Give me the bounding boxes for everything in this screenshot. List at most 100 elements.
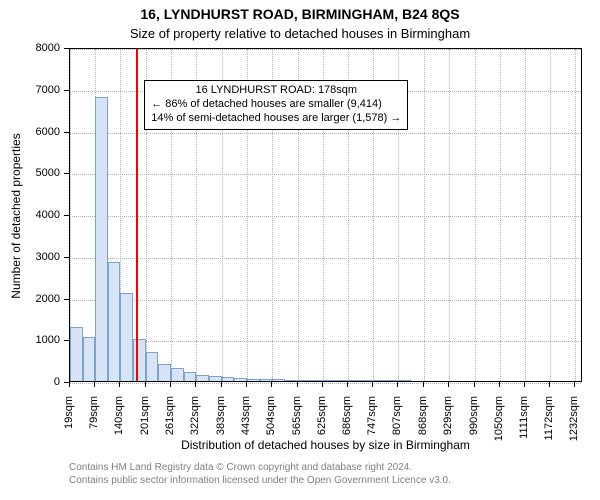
histogram-bar <box>373 380 386 381</box>
histogram-bar <box>272 379 285 381</box>
y-tick-mark <box>64 215 69 216</box>
x-tick-mark <box>372 382 373 387</box>
y-tick-mark <box>64 132 69 133</box>
histogram-bar <box>196 375 209 381</box>
x-tick-label: 625sqm <box>316 396 328 446</box>
x-tick-label: 565sqm <box>291 396 303 446</box>
x-tick-label: 79sqm <box>88 396 100 446</box>
gridline-vertical <box>449 49 450 381</box>
histogram-bar <box>95 97 108 381</box>
x-tick-label: 747sqm <box>366 396 378 446</box>
histogram-bar <box>335 380 348 381</box>
y-tick-label: 1000 <box>0 334 60 346</box>
x-tick-label: 383sqm <box>215 396 227 446</box>
y-tick-mark <box>64 257 69 258</box>
x-tick-mark <box>271 382 272 387</box>
x-tick-label: 868sqm <box>417 396 429 446</box>
x-tick-mark <box>347 382 348 387</box>
histogram-bar <box>120 293 133 381</box>
histogram-bar <box>260 379 273 381</box>
histogram-bar <box>360 380 373 381</box>
chart-subtitle: Size of property relative to detached ho… <box>0 26 600 41</box>
x-tick-mark <box>397 382 398 387</box>
gridline-vertical <box>475 49 476 381</box>
histogram-bar <box>234 378 247 381</box>
x-tick-mark <box>574 382 575 387</box>
x-tick-label: 322sqm <box>189 396 201 446</box>
x-tick-mark <box>423 382 424 387</box>
y-tick-label: 0 <box>0 376 60 388</box>
x-tick-mark <box>524 382 525 387</box>
x-tick-mark <box>246 382 247 387</box>
x-tick-label: 1172sqm <box>543 396 555 446</box>
histogram-bar <box>209 376 222 381</box>
gridline-vertical <box>525 49 526 381</box>
x-tick-label: 990sqm <box>468 396 480 446</box>
y-tick-label: 2000 <box>0 293 60 305</box>
histogram-bar <box>146 352 159 381</box>
x-tick-label: 201sqm <box>139 396 151 446</box>
annotation-line-1: 16 LYNDHURST ROAD: 178sqm <box>151 84 401 98</box>
x-tick-label: 19sqm <box>63 396 75 446</box>
histogram-bar <box>386 380 399 381</box>
x-tick-mark <box>322 382 323 387</box>
histogram-bar <box>70 327 83 381</box>
chart-container: 16, LYNDHURST ROAD, BIRMINGHAM, B24 8QS … <box>0 0 600 500</box>
y-tick-label: 5000 <box>0 167 60 179</box>
plot-area: 16 LYNDHURST ROAD: 178sqm← 86% of detach… <box>69 48 582 382</box>
gridline-vertical <box>500 49 501 381</box>
x-tick-mark <box>69 382 70 387</box>
histogram-bar <box>222 377 235 381</box>
gridline-vertical <box>424 49 425 381</box>
reference-marker-line <box>136 49 138 381</box>
annotation-line-3: 14% of semi-detached houses are larger (… <box>151 112 401 126</box>
histogram-bar <box>398 380 411 381</box>
histogram-bar <box>184 372 197 381</box>
histogram-bar <box>285 380 298 381</box>
x-tick-mark <box>195 382 196 387</box>
x-tick-label: 140sqm <box>113 396 125 446</box>
x-tick-mark <box>119 382 120 387</box>
x-tick-label: 443sqm <box>240 396 252 446</box>
x-tick-mark <box>297 382 298 387</box>
footer-attribution: Contains HM Land Registry data © Crown c… <box>0 462 600 487</box>
histogram-bar <box>108 262 121 381</box>
y-tick-mark <box>64 299 69 300</box>
x-tick-mark <box>221 382 222 387</box>
histogram-bar <box>158 364 171 381</box>
gridline-vertical <box>575 49 576 381</box>
y-tick-label: 7000 <box>0 84 60 96</box>
x-tick-label: 261sqm <box>164 396 176 446</box>
annotation-line-2: ← 86% of detached houses are smaller (9,… <box>151 98 401 112</box>
x-tick-label: 1232sqm <box>568 396 580 446</box>
x-tick-label: 1050sqm <box>493 396 505 446</box>
histogram-bar <box>310 380 323 381</box>
y-tick-mark <box>64 48 69 49</box>
histogram-bar <box>298 380 311 381</box>
histogram-bar <box>348 380 361 381</box>
y-tick-mark <box>64 173 69 174</box>
x-tick-label: 929sqm <box>442 396 454 446</box>
histogram-bar <box>83 337 96 381</box>
gridline-vertical <box>550 49 551 381</box>
histogram-bar <box>171 368 184 381</box>
y-tick-label: 4000 <box>0 209 60 221</box>
footer-line-2: Contains public sector information licen… <box>69 475 600 488</box>
footer-line-1: Contains HM Land Registry data © Crown c… <box>69 462 600 475</box>
y-tick-mark <box>64 340 69 341</box>
y-tick-label: 8000 <box>0 42 60 54</box>
y-tick-mark <box>64 90 69 91</box>
gridline-horizontal <box>70 383 581 384</box>
x-tick-mark <box>170 382 171 387</box>
x-tick-mark <box>448 382 449 387</box>
histogram-bar <box>323 380 336 381</box>
annotation-box: 16 LYNDHURST ROAD: 178sqm← 86% of detach… <box>144 80 408 129</box>
x-tick-label: 686sqm <box>341 396 353 446</box>
histogram-bar <box>247 379 260 381</box>
chart-title: 16, LYNDHURST ROAD, BIRMINGHAM, B24 8QS <box>0 6 600 22</box>
x-tick-mark <box>94 382 95 387</box>
x-tick-label: 1111sqm <box>518 396 530 446</box>
x-tick-mark <box>499 382 500 387</box>
x-tick-label: 504sqm <box>265 396 277 446</box>
x-tick-label: 807sqm <box>391 396 403 446</box>
